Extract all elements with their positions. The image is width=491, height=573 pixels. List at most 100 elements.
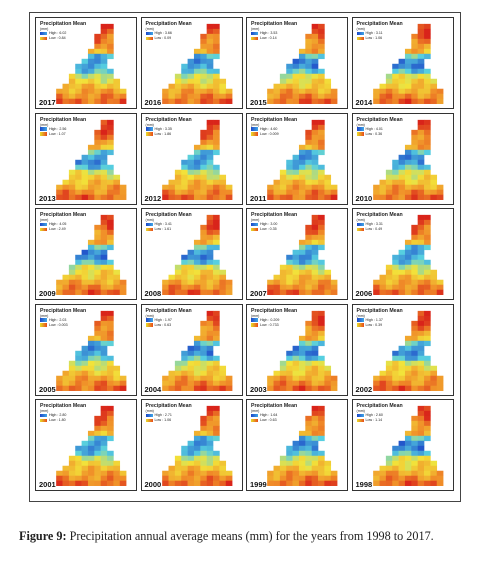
map-cell [113,365,121,371]
map-cell [417,189,424,195]
panel-year-label: 2009 [39,289,56,298]
map-cell [311,264,319,271]
map-cell [212,420,220,427]
precipitation-map [161,214,232,295]
map-cell [187,58,194,65]
map-cell [107,184,114,190]
map-cell [404,455,412,462]
map-cell [107,144,114,150]
map-cell [56,289,63,295]
map-cell [404,380,412,386]
map-cell [318,370,325,376]
map-cell [410,33,418,40]
map-cell [100,370,108,376]
map-cell [311,224,319,231]
map-cell [187,254,194,261]
map-cell [119,194,127,200]
map-cell [423,98,431,104]
map-cell [404,475,412,481]
map-cell [292,385,300,391]
map-cell [404,259,412,266]
map-cell [423,53,431,60]
map-cell [199,465,207,472]
map-cell [417,335,424,341]
map-cell [174,83,182,90]
map-cell [81,78,89,85]
map-cell [417,48,424,55]
map-cell [391,289,399,295]
map-cell [385,360,393,366]
map-cell [174,93,182,99]
map-cell [187,345,194,351]
map-cell [187,455,194,462]
map-cell [423,435,431,442]
map-cell [305,460,312,467]
map-cell [379,465,386,472]
map-cell [75,445,82,452]
map-cell [107,320,114,326]
map-cell [279,475,287,481]
precipitation-map [372,23,443,104]
map-cell [225,470,232,477]
map-cell [391,159,399,165]
legend-unit: (mm) [40,27,49,31]
map-cell [318,375,325,381]
map-cell [119,98,127,104]
map-cell [81,194,89,200]
map-cell [94,154,101,160]
map-cell [404,365,412,371]
map-cell [199,274,207,281]
map-cell [385,269,393,276]
map-cell [199,445,207,452]
map-panel-2009: Precipitation Mean (mm) High : 4.05 Low : 2… [35,208,137,300]
map-cell [187,370,194,376]
map-cell [218,365,226,371]
legend-low-swatch [40,323,47,327]
map-cell [94,445,101,452]
map-cell [100,465,108,472]
map-cell [75,73,82,80]
map-cell [206,63,213,70]
map-cell [199,139,207,145]
map-cell [311,174,319,180]
map-cell [81,274,89,281]
map-cell [417,310,424,316]
map-cell [311,43,319,50]
map-cell [267,289,274,295]
legend-unit: (mm) [40,218,49,222]
map-cell [87,144,95,150]
map-cell [429,98,437,104]
map-cell [311,179,319,185]
map-cell [87,450,95,457]
map-cell [87,179,95,185]
legend-high-row: High : 3.41 [145,222,192,227]
map-cell [87,375,95,381]
map-cell [311,164,319,170]
map-cell [225,375,232,381]
map-cell [75,470,82,477]
map-cell [286,375,293,381]
map-cell [385,93,393,99]
map-cell [286,460,293,467]
map-cell [423,370,431,376]
map-cell [324,375,332,381]
map-cell [62,375,70,381]
legend-low-row: Low : 1.14 [356,418,403,423]
map-cell [298,455,306,462]
map-cell [298,264,306,271]
map-cell [75,360,82,366]
map-cell [75,350,82,356]
legend-title: Precipitation Mean [145,212,192,218]
map-cell [311,83,319,90]
legend-high-value: High : 3.66 [154,31,172,35]
map-cell [436,385,443,391]
map-cell [318,410,325,417]
map-cell [429,279,437,286]
map-cell [180,164,188,170]
map-cell [199,385,207,391]
map-cell [107,415,114,422]
map-cell [193,93,201,99]
map-panel-2014: Precipitation Mean (mm) High : 3.11 Low : 1… [351,17,454,109]
map-cell [81,88,89,95]
map-cell [107,410,114,417]
